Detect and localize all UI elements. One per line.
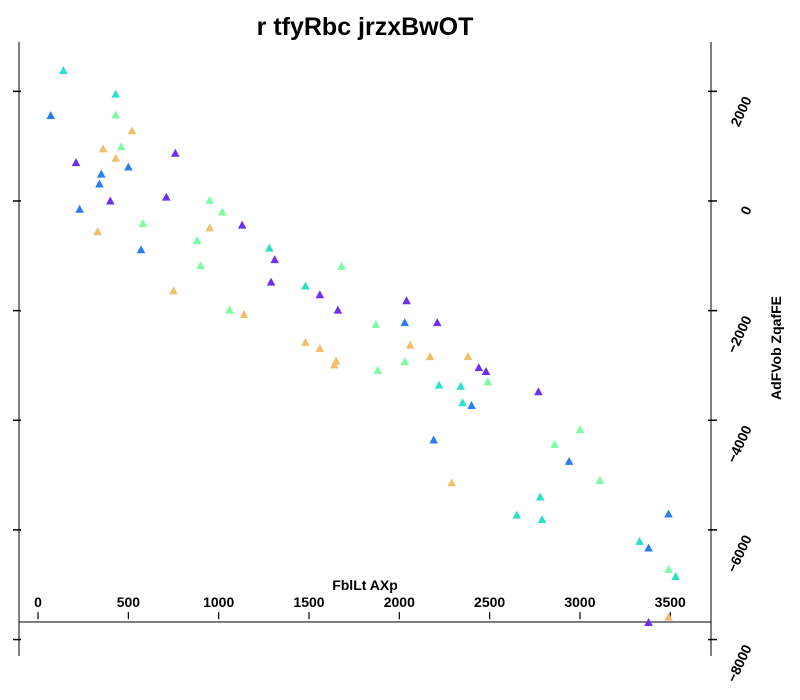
data-point [333,305,343,314]
data-point [205,195,214,204]
data-point [575,425,585,434]
data-point [564,456,574,465]
x-tick-label: 2000 [384,594,415,610]
data-point [635,536,644,545]
data-point [481,366,491,375]
data-point [171,148,180,157]
data-point [432,318,442,327]
y-tick-label: −8000 [724,642,755,685]
x-tick-labels: 0 500 1000 1500 2000 2500 3000 3500 [34,594,686,610]
data-point [315,343,325,352]
data-point [138,218,148,227]
y-tick-label: −6000 [724,532,755,575]
data-point [237,220,247,229]
chart-title: r tfyRbc jrzxBwOT [257,13,474,41]
data-point [373,365,382,374]
data-point [474,363,484,372]
x-tick-label: 1000 [203,594,234,610]
data-point [75,204,84,213]
data-point [664,612,673,621]
data-point [218,207,227,216]
data-point [463,352,473,361]
y-tick-label: 0 [737,203,755,217]
x-tick-label: 2500 [474,594,505,610]
data-point [116,142,126,151]
data-point [331,356,341,365]
data-point [239,309,249,318]
data-points [46,66,680,627]
x-tick-label: 0 [34,594,42,610]
data-point [315,290,325,299]
data-point [456,381,466,390]
data-point [270,255,279,264]
data-point [402,296,411,305]
data-point [136,245,146,254]
x-tick-label: 1500 [293,594,324,610]
data-point [371,319,381,328]
data-point [447,478,457,487]
data-point [671,572,680,581]
data-point [266,277,276,286]
data-point [169,286,178,295]
data-point [111,110,121,119]
data-point [95,179,104,188]
data-point [595,476,605,485]
x-tick-label: 3000 [564,594,595,610]
y-tick-label: −4000 [724,423,755,466]
x-tick-label: 3500 [655,594,686,610]
data-point [96,169,106,178]
data-point [537,514,547,523]
data-point [429,435,438,444]
data-point [71,158,81,167]
data-point [550,439,559,448]
x-axis-ticks [37,612,671,620]
data-point [46,110,56,119]
data-point [458,398,467,407]
data-point [127,126,137,135]
data-point [111,153,121,162]
data-point [111,89,121,98]
data-point [225,305,234,314]
data-point [534,387,543,396]
y-tick-label: −2000 [724,313,755,356]
data-point [98,144,108,153]
data-point [301,337,310,346]
data-point [664,564,673,573]
left-tick-marks [13,90,21,641]
data-point [400,357,410,366]
y-tick-label: 2000 [727,94,755,129]
data-point [337,261,346,270]
data-point [162,192,171,201]
data-point [425,352,435,361]
y-axis-label: AdFVob ZqafFE [768,296,784,400]
data-point [106,196,115,205]
data-point [644,543,653,552]
data-point [467,400,476,409]
data-point [205,223,214,232]
y-axis-ticks [708,90,717,641]
data-point [400,318,410,327]
data-point [512,510,522,519]
data-point [196,261,205,270]
data-point [124,162,133,171]
x-axis-label: FblLt AXp [332,577,398,593]
data-point [59,66,68,75]
data-point [301,281,310,290]
data-point [264,243,274,252]
x-tick-label: 500 [117,594,141,610]
data-point [405,340,415,349]
data-point [644,618,653,627]
y-tick-labels: 2000 0 −2000 −4000 −6000 −8000 [724,94,755,685]
data-point [434,380,444,389]
data-point [664,509,673,518]
data-point [483,377,493,386]
data-point [192,235,202,244]
data-point [93,227,102,236]
data-point [535,492,545,501]
